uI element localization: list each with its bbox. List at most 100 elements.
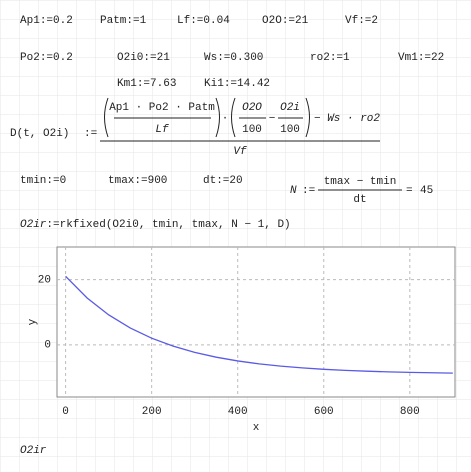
assign-op: := [143, 52, 156, 64]
assignment: Patm:=1 [100, 15, 147, 27]
variable-name: Vm1 [398, 52, 418, 64]
y-axis-label: y [27, 318, 39, 325]
assign-op: := [134, 175, 147, 187]
variable-name: Km1 [117, 78, 137, 90]
y-tick-label: 0 [44, 340, 51, 352]
variable-name: Lf [177, 15, 190, 27]
numerator: O2O [242, 102, 262, 114]
data-line [65, 275, 453, 374]
variable-value: 21 [295, 15, 309, 27]
numerator: tmax − tmin [324, 176, 397, 188]
denominator: Vf [233, 146, 247, 158]
x-tick-label: 0 [62, 406, 69, 418]
x-tick-label: 600 [314, 406, 334, 418]
assign-op: := [40, 15, 53, 27]
variable-name: tmax [108, 175, 135, 187]
paren [305, 97, 310, 138]
variable-value: 0.300 [230, 52, 263, 64]
numerator: Ap1 · Po2 · Patm [109, 102, 215, 114]
assign-op: := [358, 15, 371, 27]
denominator: 100 [242, 124, 262, 136]
variable-value: 20 [229, 175, 242, 187]
variable-value: 7.63 [150, 78, 176, 90]
assign-op: := [137, 78, 150, 90]
assign-op: := [217, 52, 230, 64]
assignment: Po2:=0.2 [20, 52, 73, 64]
formula-structure [100, 97, 402, 191]
paren [215, 97, 220, 138]
x-tick-label: 400 [228, 406, 248, 418]
plot: 0 200 400 600 800 0 20 x y [27, 246, 456, 434]
numerator: O2i [280, 102, 300, 114]
variable-name: O2ir [20, 219, 47, 231]
denominator: dt [353, 194, 366, 206]
assignment: dt:=20 [203, 175, 243, 187]
variable-value: 1 [343, 52, 350, 64]
operator: − [269, 113, 276, 125]
variable-value: 1 [140, 15, 147, 27]
variable-value: 21 [157, 52, 171, 64]
variable-value: 0.2 [53, 15, 73, 27]
variable-name: dt [203, 175, 216, 187]
footer-expression: O2ir [20, 445, 47, 457]
x-tick-label: 800 [400, 406, 420, 418]
assignment: O2i0:=21 [117, 52, 170, 64]
assignment: Ws:=0.300 [204, 52, 263, 64]
denominator: Lf [155, 124, 169, 136]
equals: = [406, 185, 413, 197]
x-axis-label: x [253, 422, 260, 434]
assign-op: := [126, 15, 139, 27]
assign-op: := [46, 219, 59, 231]
assignment: ro2:=1 [310, 52, 350, 64]
assignment: Ki1:=14.42 [204, 78, 270, 90]
variable-value: 0.2 [53, 52, 73, 64]
solve-line: O2ir:=rkfixed(O2i0, tmin, tmax, N − 1, D… [20, 219, 291, 231]
assign-op: := [40, 52, 53, 64]
formula-tail: − Ws · ro2 [314, 113, 380, 125]
assignment: tmin:=0 [20, 175, 66, 187]
assign-op: := [418, 52, 431, 64]
assign-op: := [330, 52, 343, 64]
assign-op: := [46, 175, 59, 187]
denominator: 100 [280, 124, 300, 136]
assignment: Vf:=2 [345, 15, 378, 27]
assignment: Lf:=0.04 [177, 15, 230, 27]
variable-name: Ki1 [204, 78, 224, 90]
variable-name: Ap1 [20, 15, 40, 27]
assignment: Km1:=7.63 [117, 78, 176, 90]
assign-op: := [282, 15, 295, 27]
plot-area [56, 246, 456, 398]
paren [231, 97, 236, 138]
variable-value: 900 [148, 175, 168, 187]
variable-value: 14.42 [237, 78, 270, 90]
assignment: O2O:=21 [262, 15, 309, 27]
y-tick-label: 20 [38, 275, 51, 287]
variable-name: tmin [20, 175, 46, 187]
variable-name: O2i0 [117, 52, 143, 64]
assign-op: := [224, 78, 237, 90]
paren [104, 97, 109, 138]
operator: · [222, 113, 229, 125]
variable-value: 0.04 [203, 15, 230, 27]
assignment: Ap1:=0.2 [20, 15, 73, 27]
variable-name: N [290, 185, 297, 197]
variable-name: ro2 [310, 52, 330, 64]
expression: rkfixed(O2i0, tmin, tmax, N − 1, D) [60, 219, 291, 231]
variable-value: 0 [60, 175, 67, 187]
x-tick-label: 200 [142, 406, 162, 418]
assignment: tmax:=900 [108, 175, 167, 187]
assign-op: := [190, 15, 203, 27]
variable-name: Po2 [20, 52, 40, 64]
variable-name: O2O [262, 15, 282, 27]
variable-name: Patm [100, 15, 127, 27]
assignment: Vm1:=22 [398, 52, 444, 64]
assign-op: := [302, 185, 315, 197]
variable-name: Vf [345, 15, 358, 27]
assign-op: := [216, 175, 229, 187]
variable-value: 22 [431, 52, 444, 64]
function-name: D(t, O2i) [10, 128, 69, 140]
